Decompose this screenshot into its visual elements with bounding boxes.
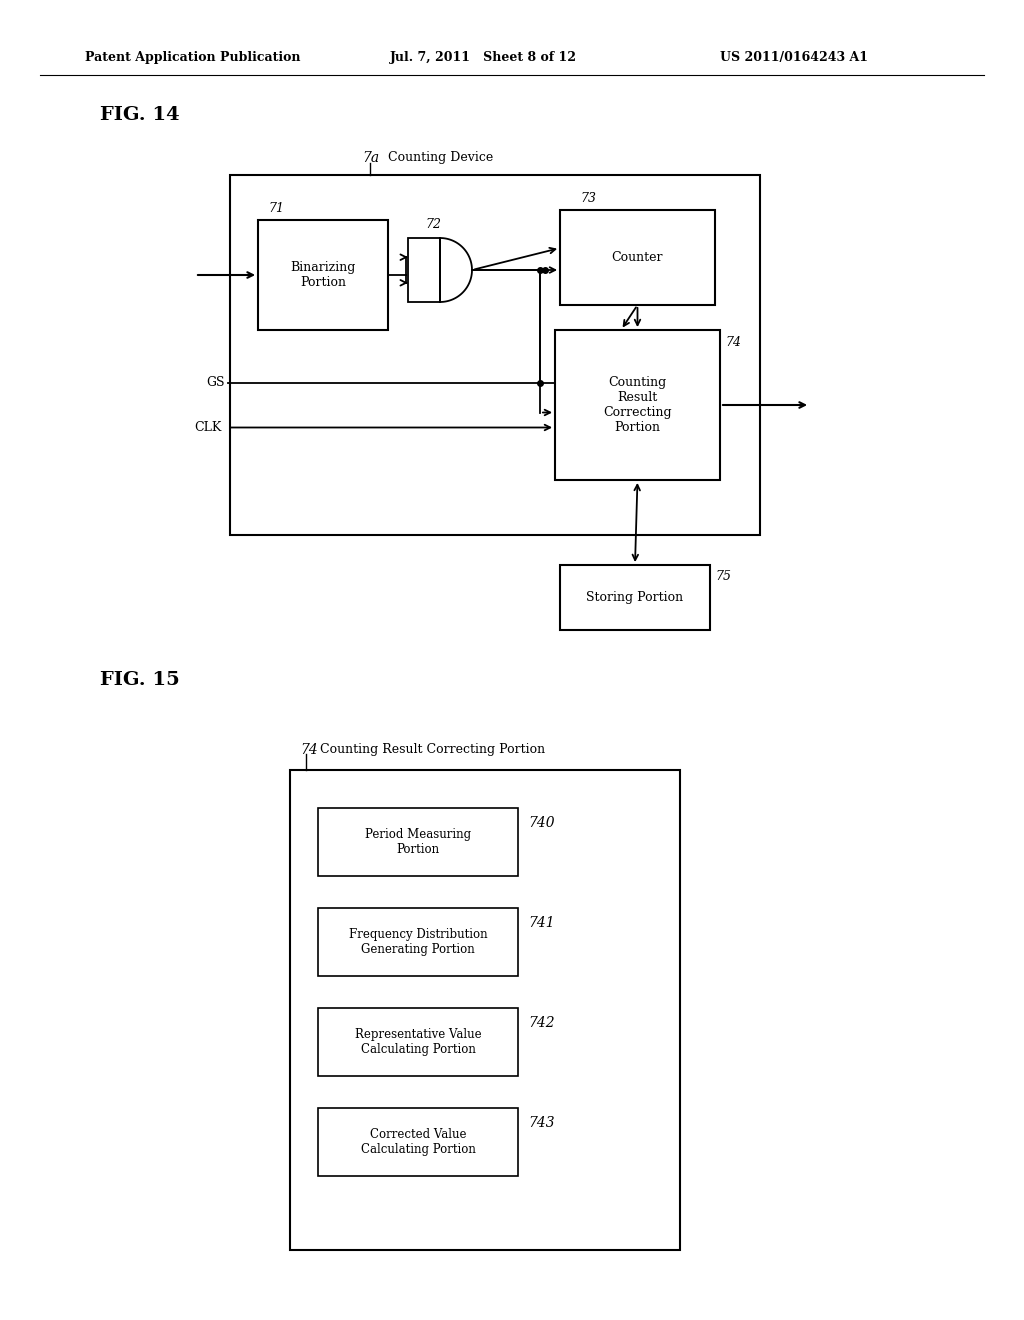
Bar: [258, 220, 388, 330]
Text: Storing Portion: Storing Portion: [587, 591, 684, 605]
Text: CLK: CLK: [195, 421, 222, 434]
Text: Counting Result Correcting Portion: Counting Result Correcting Portion: [319, 743, 545, 756]
Text: Representative Value
Calculating Portion: Representative Value Calculating Portion: [354, 1028, 481, 1056]
Text: US 2011/0164243 A1: US 2011/0164243 A1: [720, 51, 868, 65]
Text: GS: GS: [207, 376, 225, 389]
Polygon shape: [408, 238, 472, 302]
Bar: [560, 565, 710, 630]
Bar: [230, 176, 760, 535]
Bar: [555, 330, 720, 480]
Text: 74: 74: [725, 335, 741, 348]
Text: Frequency Distribution
Generating Portion: Frequency Distribution Generating Portio…: [349, 928, 487, 956]
Text: Binarizing
Portion: Binarizing Portion: [291, 261, 355, 289]
Text: 7a: 7a: [362, 150, 379, 165]
Text: Jul. 7, 2011   Sheet 8 of 12: Jul. 7, 2011 Sheet 8 of 12: [390, 51, 577, 65]
Bar: [290, 770, 680, 1250]
Text: 74: 74: [300, 743, 317, 756]
Text: 740: 740: [528, 816, 555, 830]
Bar: [318, 1008, 518, 1076]
Text: FIG. 15: FIG. 15: [100, 671, 180, 689]
Text: Counting Device: Counting Device: [388, 152, 494, 165]
Bar: [318, 1107, 518, 1176]
Text: FIG. 14: FIG. 14: [100, 106, 179, 124]
Bar: [318, 808, 518, 876]
Bar: [318, 908, 518, 975]
Text: 743: 743: [528, 1115, 555, 1130]
Text: 73: 73: [580, 191, 596, 205]
Text: 742: 742: [528, 1016, 555, 1030]
Text: 75: 75: [715, 570, 731, 583]
Bar: [560, 210, 715, 305]
Text: 72: 72: [425, 218, 441, 231]
Text: Counting
Result
Correcting
Portion: Counting Result Correcting Portion: [603, 376, 672, 434]
Text: Period Measuring
Portion: Period Measuring Portion: [365, 828, 471, 855]
Text: Patent Application Publication: Patent Application Publication: [85, 51, 300, 65]
Text: 71: 71: [268, 202, 284, 214]
Text: Counter: Counter: [611, 251, 664, 264]
Text: Corrected Value
Calculating Portion: Corrected Value Calculating Portion: [360, 1129, 475, 1156]
Text: 741: 741: [528, 916, 555, 931]
